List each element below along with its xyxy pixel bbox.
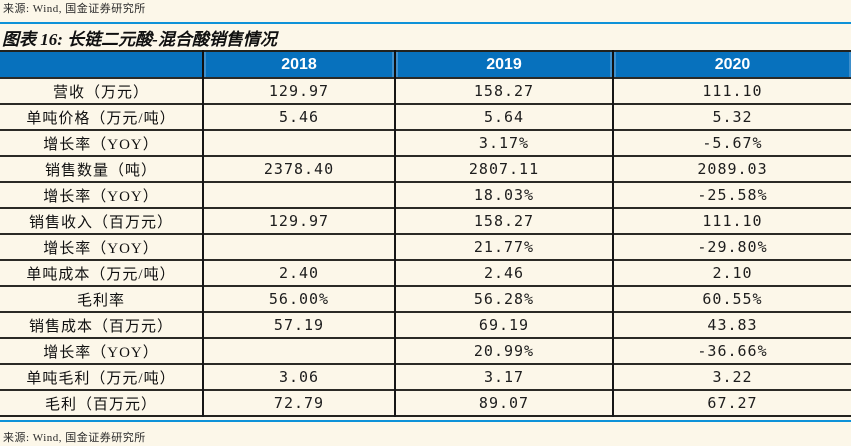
header-cell-2019: 2019	[394, 51, 613, 78]
table-row: 增长率（YOY） 3.17% -5.67%	[0, 129, 851, 156]
cell-2019: 18.03%	[394, 181, 613, 208]
cell-2019: 2807.11	[394, 155, 613, 182]
table-row: 销售收入（百万元） 129.97 158.27 111.10	[0, 207, 851, 234]
table-row: 单吨价格（万元/吨） 5.46 5.64 5.32	[0, 103, 851, 130]
row-label: 增长率（YOY）	[0, 337, 203, 364]
cell-2019: 5.64	[394, 103, 613, 130]
cell-2020: 111.10	[612, 207, 851, 234]
cell-2018: 2378.40	[202, 155, 395, 182]
row-label: 增长率（YOY）	[0, 181, 203, 208]
sales-data-table: 2018 2019 2020 营收（万元） 129.97 158.27 111.…	[0, 50, 851, 417]
row-label: 增长率（YOY）	[0, 233, 203, 260]
accent-divider-top	[0, 22, 851, 24]
accent-divider-bottom	[0, 420, 851, 422]
cell-2019: 89.07	[394, 389, 613, 416]
cell-2018: 129.97	[202, 77, 395, 104]
header-cell-2020: 2020	[612, 51, 851, 78]
table-row: 单吨成本（万元/吨） 2.40 2.46 2.10	[0, 259, 851, 286]
cell-2018	[202, 233, 395, 260]
cell-2020: 2.10	[612, 259, 851, 286]
source-note-top: 来源: Wind, 国金证券研究所	[3, 3, 146, 15]
row-label: 毛利（百万元）	[0, 389, 203, 416]
cell-2019: 3.17	[394, 363, 613, 390]
cell-2020: 43.83	[612, 311, 851, 338]
table-row: 增长率（YOY） 20.99% -36.66%	[0, 337, 851, 364]
cell-2020: -25.58%	[612, 181, 851, 208]
cell-2020: 111.10	[612, 77, 851, 104]
table-row: 毛利（百万元） 72.79 89.07 67.27	[0, 389, 851, 416]
cell-2020: -36.66%	[612, 337, 851, 364]
cell-2019: 3.17%	[394, 129, 613, 156]
table-row: 增长率（YOY） 21.77% -29.80%	[0, 233, 851, 260]
cell-2020: -5.67%	[612, 129, 851, 156]
chart-title: 图表 16: 长链二元酸-混合酸销售情况	[2, 30, 277, 49]
cell-2019: 158.27	[394, 77, 613, 104]
cell-2020: 2089.03	[612, 155, 851, 182]
row-label: 毛利率	[0, 285, 203, 312]
cell-2018: 2.40	[202, 259, 395, 286]
table-header-row: 2018 2019 2020	[0, 51, 851, 78]
table-row: 单吨毛利（万元/吨） 3.06 3.17 3.22	[0, 363, 851, 390]
header-cell-2018: 2018	[202, 51, 395, 78]
row-label: 单吨毛利（万元/吨）	[0, 363, 203, 390]
row-label: 营收（万元）	[0, 77, 203, 104]
table-row: 销售成本（百万元） 57.19 69.19 43.83	[0, 311, 851, 338]
cell-2020: 5.32	[612, 103, 851, 130]
cell-2020: 60.55%	[612, 285, 851, 312]
cell-2019: 56.28%	[394, 285, 613, 312]
table-row: 增长率（YOY） 18.03% -25.58%	[0, 181, 851, 208]
cell-2018: 56.00%	[202, 285, 395, 312]
cell-2019: 158.27	[394, 207, 613, 234]
row-label: 单吨成本（万元/吨）	[0, 259, 203, 286]
cell-2018: 72.79	[202, 389, 395, 416]
cell-2018	[202, 129, 395, 156]
cell-2018: 57.19	[202, 311, 395, 338]
cell-2019: 21.77%	[394, 233, 613, 260]
cell-2019: 69.19	[394, 311, 613, 338]
row-label: 销售成本（百万元）	[0, 311, 203, 338]
table-row: 营收（万元） 129.97 158.27 111.10	[0, 77, 851, 104]
row-label: 单吨价格（万元/吨）	[0, 103, 203, 130]
header-cell-blank	[0, 51, 203, 78]
cell-2018: 129.97	[202, 207, 395, 234]
row-label: 增长率（YOY）	[0, 129, 203, 156]
row-label: 销售收入（百万元）	[0, 207, 203, 234]
cell-2018	[202, 337, 395, 364]
cell-2020: 67.27	[612, 389, 851, 416]
cell-2019: 20.99%	[394, 337, 613, 364]
cell-2020: -29.80%	[612, 233, 851, 260]
source-note-bottom: 来源: Wind, 国金证券研究所	[3, 432, 146, 444]
cell-2018: 3.06	[202, 363, 395, 390]
table-row: 毛利率 56.00% 56.28% 60.55%	[0, 285, 851, 312]
cell-2018	[202, 181, 395, 208]
table-row: 销售数量（吨） 2378.40 2807.11 2089.03	[0, 155, 851, 182]
cell-2018: 5.46	[202, 103, 395, 130]
cell-2020: 3.22	[612, 363, 851, 390]
row-label: 销售数量（吨）	[0, 155, 203, 182]
cell-2019: 2.46	[394, 259, 613, 286]
